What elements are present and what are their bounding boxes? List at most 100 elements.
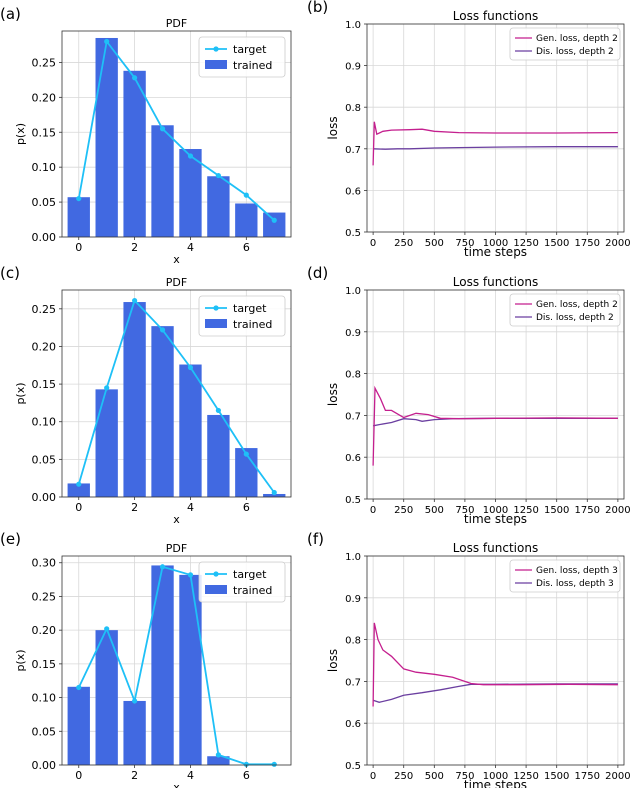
- legend-box: [509, 293, 621, 327]
- target-point-0: [76, 481, 82, 487]
- bar-trained-7: [263, 493, 286, 497]
- x-tick-label: 1500: [544, 238, 569, 249]
- x-tick-label: 2000: [605, 505, 630, 516]
- target-point-2: [132, 297, 138, 304]
- y-tick-label: 0.05: [32, 725, 57, 738]
- legend-gen-label: Gen. loss, depth 2: [536, 300, 618, 310]
- y-tick-label: 0.15: [32, 378, 57, 391]
- bar-trained-6: [235, 203, 258, 237]
- legend-target-marker: [213, 571, 219, 577]
- target-point-6: [243, 761, 249, 767]
- panel-c: 0 2 4 6 0.00 0.05 0.10 0.15 0.20 0.25 PDF x p(x) (c) t…: [0, 264, 292, 526]
- y-tick-label: 0.15: [32, 126, 57, 139]
- y-tick-label: 0.05: [32, 196, 57, 209]
- x-tick-label: 2000: [605, 771, 630, 782]
- y-tick-label: 0.7: [345, 411, 361, 422]
- chart-title: Loss functions: [453, 275, 538, 289]
- y-tick-label: 0.5: [345, 228, 361, 239]
- y-tick-label: 0.7: [345, 677, 361, 688]
- legend-trained-swatch: [205, 319, 227, 328]
- bar-trained-5: [207, 176, 230, 237]
- y-tick-label: 0.20: [32, 340, 57, 353]
- y-tick-label: 0.10: [32, 692, 57, 705]
- y-tick-label: 0.7: [345, 145, 361, 156]
- x-tick-label: 4: [187, 769, 194, 782]
- y-tick-label: 0.8: [345, 370, 361, 381]
- legend-target-label: target: [233, 568, 267, 581]
- y-tick-label: 0.05: [32, 453, 57, 466]
- y-tick-label: 0.00: [32, 231, 57, 244]
- x-tick-label: 1500: [544, 505, 569, 516]
- y-tick-label: 1.0: [345, 552, 361, 563]
- legend-box: [509, 559, 621, 593]
- target-point-4: [187, 153, 194, 159]
- x-tick-label: 0: [370, 771, 376, 782]
- x-tick-label: 6: [243, 769, 250, 782]
- x-tick-label: 250: [394, 238, 413, 249]
- y-tick-label: 0.25: [32, 303, 57, 316]
- gen-loss-line: [372, 385, 618, 466]
- y-tick-label: 0.9: [345, 62, 361, 73]
- x-tick-label: 4: [187, 501, 194, 514]
- target-point-3: [159, 126, 166, 132]
- x-tick-label: 500: [425, 771, 444, 782]
- x-tick-label: 1000: [483, 505, 508, 516]
- y-tick-label: 0.30: [32, 557, 57, 570]
- y-tick-label: 0.00: [32, 759, 57, 772]
- bar-trained-5: [207, 414, 230, 497]
- y-tick-label: 0.6: [345, 719, 361, 730]
- bar-trained-1: [95, 389, 118, 497]
- dis-loss-line: [373, 146, 618, 150]
- legend-trained-label: trained: [233, 59, 272, 72]
- plot-frame: [61, 289, 292, 498]
- y-tick-label: 0.10: [32, 416, 57, 429]
- y-tick-label: 0.8: [345, 103, 361, 114]
- bar-trained-3: [151, 565, 174, 765]
- legend-box: [509, 27, 621, 61]
- bar-trained-2: [123, 70, 146, 237]
- bar-trained-0: [67, 483, 90, 497]
- target-point-6: [243, 192, 249, 198]
- x-tick-label: 1250: [513, 505, 538, 516]
- y-tick-label: 0.6: [345, 186, 361, 197]
- plot-frame: [61, 30, 292, 238]
- legend-dis-label: Dis. loss, depth 3: [536, 579, 614, 589]
- panel-e: 0 2 4 6 0.00 0.05 0.10 0.15 0.20 0.25 0.30 PDF x p(x)…: [0, 530, 292, 788]
- target-point-1: [104, 385, 110, 391]
- y-tick-label: 1.0: [345, 20, 361, 31]
- legend-dis-label: Dis. loss, depth 2: [536, 47, 614, 57]
- y-tick-label: 0.00: [32, 491, 57, 504]
- target-point-3: [159, 327, 166, 333]
- target-point-5: [215, 752, 221, 758]
- x-axis-label: x: [173, 253, 180, 266]
- y-tick-label: 0.9: [345, 594, 361, 605]
- legend-trained-swatch: [205, 60, 227, 69]
- bar-trained-4: [179, 574, 202, 765]
- x-tick-label: 500: [425, 238, 444, 249]
- gen-loss-line: [372, 622, 618, 707]
- panel-f: 0 250 500 750 1000 1250 1500 1750 2000 0.5 0.6 0.7 0…: [307, 530, 631, 788]
- x-tick-label: 750: [455, 238, 474, 249]
- bar-trained-1: [95, 37, 118, 238]
- target-line: [77, 298, 275, 494]
- x-tick-label: 750: [455, 771, 474, 782]
- target-point-7: [271, 761, 277, 767]
- y-tick-label: 0.5: [345, 495, 361, 506]
- x-tick-label: 1750: [575, 771, 600, 782]
- bar-trained-2: [123, 700, 146, 765]
- x-tick-label: 500: [425, 505, 444, 516]
- target-point-5: [215, 172, 221, 179]
- x-tick-label: 250: [394, 505, 413, 516]
- x-axis-label: x: [173, 513, 180, 526]
- chart-title: PDF: [166, 276, 187, 289]
- target-point-5: [215, 407, 221, 414]
- y-axis-label: loss: [326, 383, 340, 406]
- gen-loss-line: [372, 121, 618, 166]
- target-point-2: [132, 75, 138, 81]
- x-tick-label: 2: [131, 501, 138, 514]
- target-line: [77, 565, 275, 766]
- bar-trained-7: [263, 212, 286, 237]
- target-point-3: [159, 564, 166, 570]
- legend-gen-label: Gen. loss, depth 3: [536, 566, 618, 576]
